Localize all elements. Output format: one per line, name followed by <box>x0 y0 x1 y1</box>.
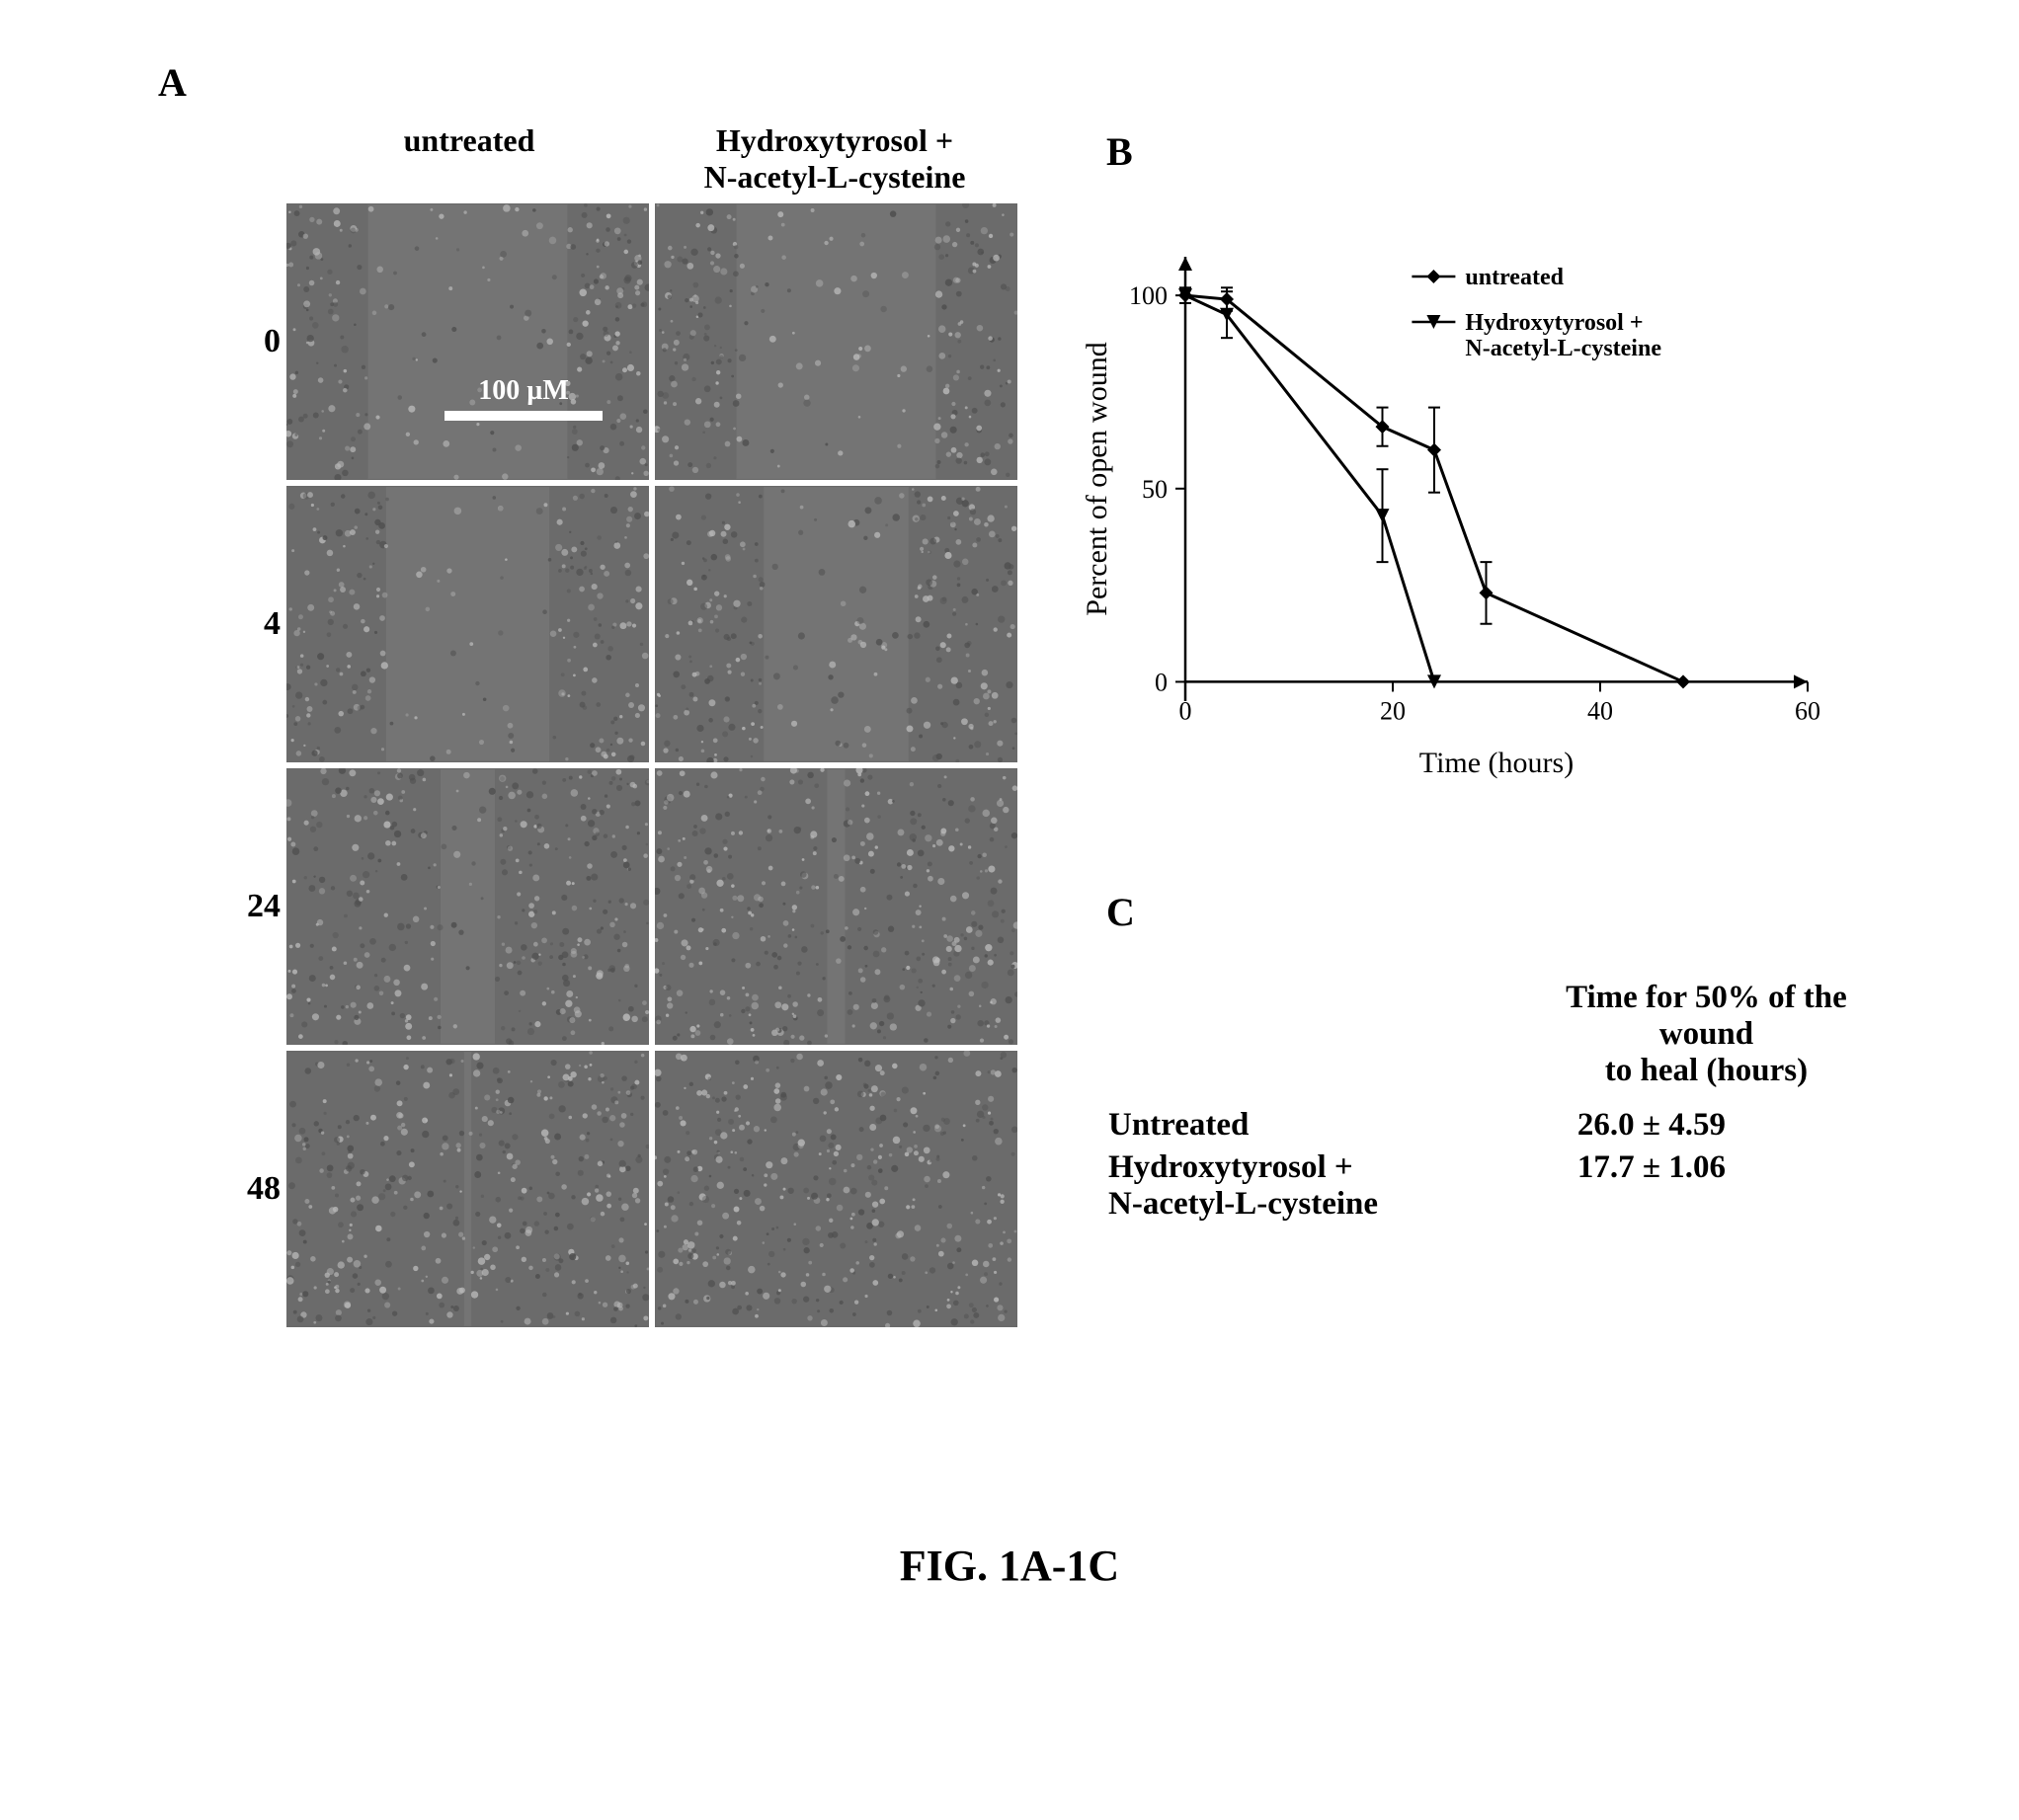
svg-text:20: 20 <box>1380 696 1406 725</box>
svg-text:0: 0 <box>1155 668 1168 696</box>
panel-a-row-labels: 0 4 24 48 <box>237 203 281 1327</box>
svg-text:50: 50 <box>1142 475 1168 504</box>
panel-a: untreated Hydroxytyrosol + N-acetyl-L-cy… <box>198 119 1017 1327</box>
table-row: Untreated 26.0 ± 4.59 <box>1108 1105 1895 1146</box>
svg-text:untreated: untreated <box>1465 265 1564 290</box>
panel-c-table: Time for 50% of the wound to heal (hours… <box>1106 978 1897 1227</box>
micrograph-cell <box>286 486 649 762</box>
micrograph-grid: 100 µM <box>286 203 1017 1327</box>
panel-b-chart: 0 20 40 60 0 50 100 Time (hours) Percent of open… <box>1077 237 1827 790</box>
micrograph-cell: 100 µM <box>286 203 649 480</box>
col-header-untreated: untreated <box>286 119 652 203</box>
svg-text:N-acetyl-L-cysteine: N-acetyl-L-cysteine <box>1465 336 1661 361</box>
svg-text:0: 0 <box>1179 696 1192 725</box>
panel-c-label: C <box>1106 889 1135 935</box>
panel-b-label: B <box>1106 128 1133 175</box>
svg-text:100: 100 <box>1129 281 1168 310</box>
table-header: Time for 50% of the wound to heal (hours… <box>1518 980 1895 1103</box>
micrograph-cell <box>655 486 1017 762</box>
row-value-untreated: 26.0 ± 4.59 <box>1518 1105 1895 1146</box>
row-label-untreated: Untreated <box>1108 1105 1516 1146</box>
row-label-24: 24 <box>237 888 281 925</box>
figure-caption: FIG. 1A-1C <box>0 1541 2019 1591</box>
row-label-48: 48 <box>237 1170 281 1208</box>
micrograph-cell <box>655 768 1017 1045</box>
micrograph-cell <box>655 203 1017 480</box>
panel-a-column-headers: untreated Hydroxytyrosol + N-acetyl-L-cy… <box>286 119 1017 203</box>
micrograph-cell <box>286 768 649 1045</box>
micrograph-cell <box>286 1051 649 1327</box>
scale-bar-label: 100 µM <box>444 375 603 407</box>
svg-text:60: 60 <box>1795 696 1820 725</box>
svg-text:Hydroxytyrosol +: Hydroxytyrosol + <box>1465 310 1643 336</box>
line-chart-svg: 0 20 40 60 0 50 100 Time (hours) Percent of open… <box>1077 237 1827 790</box>
row-label-0: 0 <box>237 323 281 360</box>
row-label-4: 4 <box>237 605 281 643</box>
row-label-treated: Hydroxytyrosol + N-acetyl-L-cysteine <box>1108 1147 1516 1225</box>
row-value-treated: 17.7 ± 1.06 <box>1518 1147 1895 1225</box>
scale-bar <box>444 411 603 421</box>
svg-text:Time (hours): Time (hours) <box>1419 747 1574 779</box>
col-header-treated: Hydroxytyrosol + N-acetyl-L-cysteine <box>652 119 1017 203</box>
svg-text:Percent of open wound: Percent of open wound <box>1081 342 1113 615</box>
panel-a-label: A <box>158 59 187 106</box>
table-row: Hydroxytyrosol + N-acetyl-L-cysteine 17.… <box>1108 1147 1895 1225</box>
micrograph-cell <box>655 1051 1017 1327</box>
svg-text:40: 40 <box>1587 696 1613 725</box>
